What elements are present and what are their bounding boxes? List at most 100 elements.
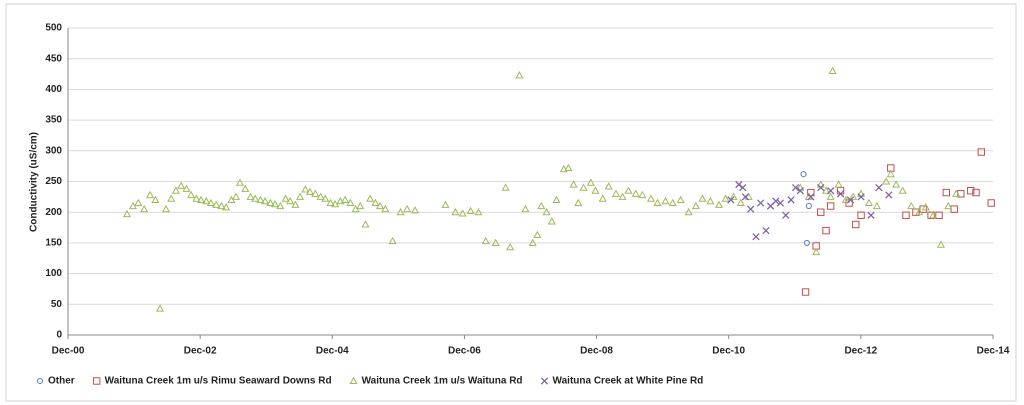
point [276, 201, 285, 210]
point [167, 194, 176, 202]
point [618, 192, 627, 200]
point [631, 189, 640, 197]
y-axis-label: Conductivity (uS/cm) [29, 132, 40, 232]
point [972, 188, 980, 197]
legend-marker [92, 377, 101, 385]
point [803, 239, 810, 246]
point [376, 201, 385, 210]
point [604, 182, 613, 190]
point [396, 207, 405, 216]
point [826, 192, 835, 200]
y-tick-label: 200 [45, 207, 62, 218]
point [296, 192, 305, 200]
x-tick-label: Dec-10 [712, 346, 745, 357]
legend-label: Waituna Creek 1m u/s Rimu Seaward Downs … [105, 376, 332, 387]
y-tick-label: 150 [45, 238, 62, 249]
point [291, 200, 300, 208]
point [458, 209, 467, 217]
point [882, 177, 891, 185]
point [942, 188, 950, 197]
point [921, 203, 930, 211]
point [146, 190, 155, 199]
point [952, 189, 961, 197]
x-tick-label: Dec-12 [844, 346, 877, 357]
point [936, 240, 946, 248]
point [537, 201, 546, 210]
point [336, 196, 345, 205]
point [611, 189, 620, 197]
point [756, 199, 765, 207]
point [714, 200, 724, 208]
point [857, 193, 865, 201]
point [403, 204, 412, 213]
point [817, 183, 825, 192]
point [875, 183, 883, 192]
y-tick-label: 450 [45, 53, 62, 64]
point [569, 180, 578, 188]
point [251, 194, 260, 202]
point [836, 190, 845, 198]
point [501, 183, 510, 191]
point [915, 207, 924, 216]
point [827, 187, 835, 195]
point [852, 220, 860, 229]
point [235, 178, 245, 186]
legend-marker [36, 377, 44, 385]
point [591, 186, 600, 194]
point [782, 211, 790, 219]
y-tick-label: 400 [45, 84, 62, 95]
point [907, 201, 916, 210]
point [491, 238, 500, 246]
point [929, 211, 938, 219]
point [919, 205, 927, 213]
legend-label: Waituna Creek at White Pine Rd [553, 376, 704, 387]
point [451, 207, 460, 216]
point [206, 198, 215, 207]
point [807, 193, 815, 201]
point [506, 242, 515, 251]
y-tick-label: 350 [45, 115, 62, 126]
legend-marker [540, 377, 549, 385]
point [787, 196, 795, 204]
x-tick-label: Dec-08 [580, 346, 613, 357]
point [361, 220, 370, 228]
x-tick-label: Dec-06 [448, 346, 481, 357]
point [286, 196, 295, 205]
point [624, 186, 633, 194]
point [741, 193, 750, 201]
point [140, 204, 149, 213]
point [326, 198, 335, 207]
point [812, 247, 821, 256]
point [902, 211, 910, 219]
legend-label: Other [48, 376, 75, 387]
point [579, 183, 588, 191]
point [559, 164, 568, 173]
point [515, 71, 524, 79]
point [356, 201, 365, 210]
point [305, 187, 315, 195]
point [381, 204, 390, 213]
point [867, 211, 875, 219]
point [791, 183, 800, 192]
point [177, 181, 186, 189]
point [151, 195, 160, 203]
point [772, 197, 780, 205]
point [231, 192, 241, 200]
point [528, 238, 537, 246]
point [977, 148, 986, 156]
point [564, 163, 573, 172]
point [261, 196, 270, 205]
point [187, 190, 196, 199]
point [301, 185, 310, 193]
point [729, 192, 738, 200]
point [668, 198, 677, 207]
point [736, 198, 745, 207]
point [801, 288, 810, 296]
point [466, 206, 475, 215]
point [552, 195, 561, 203]
point [346, 198, 355, 207]
point [311, 189, 320, 197]
point [270, 199, 280, 208]
y-tick-label: 100 [45, 268, 62, 279]
point [821, 186, 831, 194]
